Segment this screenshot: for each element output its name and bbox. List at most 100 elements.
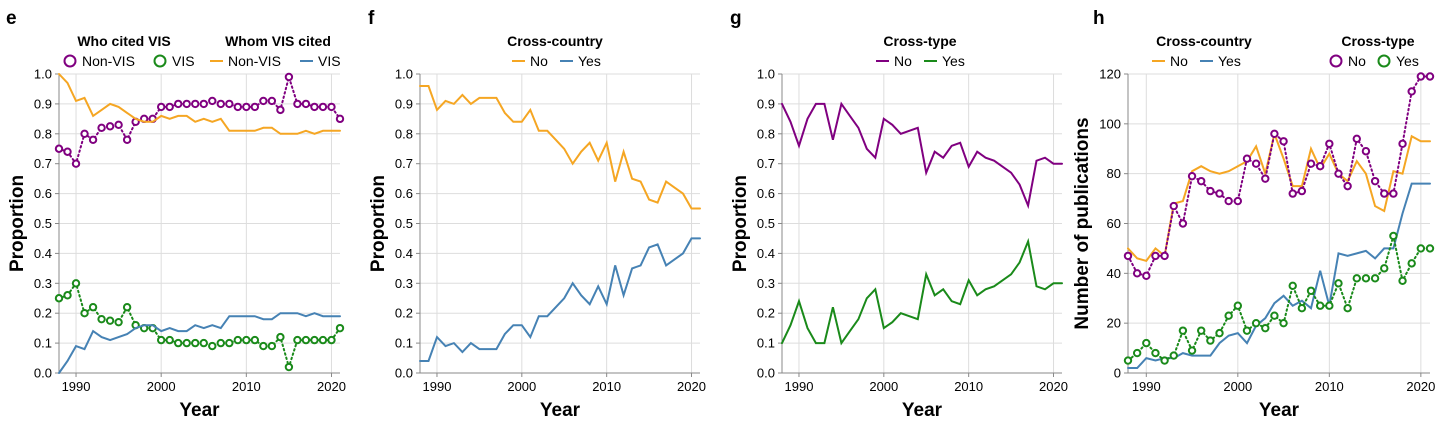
data-point xyxy=(156,335,166,345)
y-tick-label: 80 xyxy=(1107,166,1121,181)
data-point xyxy=(1325,139,1334,148)
data-point xyxy=(276,332,285,342)
y-tick-label: 0.6 xyxy=(757,186,775,201)
data-point xyxy=(63,147,72,156)
data-point xyxy=(1142,338,1151,348)
data-point xyxy=(1169,351,1178,360)
data-point xyxy=(1270,311,1279,320)
data-point xyxy=(1178,219,1188,228)
legend-label: No xyxy=(530,53,548,69)
panel-letter: e xyxy=(6,8,17,29)
series-line xyxy=(58,281,341,371)
legend-label: VIS xyxy=(318,53,341,69)
data-point xyxy=(1352,274,1361,283)
series-line xyxy=(419,85,701,210)
data-point xyxy=(276,105,285,115)
y-tick-label: 0.9 xyxy=(395,96,413,111)
data-point xyxy=(208,96,217,106)
y-tick-label: 0.1 xyxy=(34,336,52,351)
legend-label: VIS xyxy=(172,53,195,69)
y-tick-label: 20 xyxy=(1107,316,1121,331)
x-tick-label: 2000 xyxy=(869,379,898,394)
series-yes xyxy=(781,237,1063,346)
y-tick-label: 100 xyxy=(1099,116,1121,131)
data-point xyxy=(1370,274,1380,283)
data-point xyxy=(191,338,200,348)
series-yes xyxy=(419,237,701,362)
panel-f: f 0.0 0.1 0.2 0.3 0.4 0.5 0.6 0.7 0.8 0.9 1.0 1990 20… xyxy=(368,8,706,421)
data-point xyxy=(1261,174,1270,183)
data-point xyxy=(1242,326,1252,335)
data-point xyxy=(1187,346,1197,355)
data-point xyxy=(1251,318,1261,328)
data-point xyxy=(199,338,208,348)
data-point xyxy=(1123,356,1133,365)
x-tick-label: 2010 xyxy=(954,379,983,394)
series-line xyxy=(419,237,701,362)
y-tick-label: 1.0 xyxy=(34,67,52,82)
legend: Cross-type No Yes xyxy=(876,33,965,69)
y-tick-label: 0.5 xyxy=(34,216,52,231)
data-point xyxy=(1132,269,1142,278)
legend: Who cited VIS Non-VIS VIS Whom VIS cited Non… xyxy=(63,33,341,69)
data-point xyxy=(1224,311,1233,320)
data-point xyxy=(1370,176,1380,186)
y-tick-label: 0.8 xyxy=(34,126,52,141)
y-tick-label: 0.4 xyxy=(757,246,775,261)
data-point xyxy=(1288,189,1297,198)
x-axis-title: Year xyxy=(540,400,581,421)
data-point xyxy=(1425,244,1435,253)
x-tick-label: 2000 xyxy=(1223,379,1252,394)
data-point xyxy=(335,114,345,124)
y-tick-label: 60 xyxy=(1107,216,1121,231)
series-cross-country-yes xyxy=(1127,182,1431,369)
series-line xyxy=(1127,235,1431,362)
data-point xyxy=(1123,251,1133,261)
panel-e: e 0.0 0.1 0.2 0.3 0.4 0.5 0.6 0.7 0.8 0.9 1.0 1990 20… xyxy=(6,8,346,421)
data-point xyxy=(284,362,294,372)
data-point xyxy=(1160,356,1169,365)
data-point xyxy=(1187,171,1197,181)
data-point xyxy=(267,341,277,351)
data-point xyxy=(301,99,311,109)
y-tick-label: 0.0 xyxy=(757,366,775,381)
data-point xyxy=(122,303,132,312)
data-point xyxy=(1315,161,1325,171)
series-line xyxy=(1127,75,1431,277)
data-point xyxy=(1261,323,1270,333)
data-point xyxy=(1425,72,1435,81)
data-point xyxy=(1233,196,1243,206)
data-point xyxy=(1361,147,1371,156)
x-tick-label: 1990 xyxy=(62,379,91,394)
data-point xyxy=(233,335,243,345)
series-who-cited-vis-vis xyxy=(54,279,345,372)
y-tick-label: 0.0 xyxy=(395,366,413,381)
x-tick-label: 2010 xyxy=(592,379,621,394)
data-point xyxy=(1306,159,1316,168)
legend-label: No xyxy=(894,53,912,69)
legend-label: No xyxy=(1170,53,1188,69)
data-point xyxy=(1279,318,1288,328)
data-point xyxy=(1151,251,1160,261)
data-point xyxy=(1352,134,1361,143)
data-point xyxy=(97,314,106,324)
data-point xyxy=(165,102,174,112)
series-line xyxy=(58,73,341,166)
data-point xyxy=(1178,326,1188,335)
data-point xyxy=(1361,274,1371,283)
data-point xyxy=(225,338,234,348)
legend-label: Yes xyxy=(1396,53,1419,69)
data-point xyxy=(259,341,268,351)
data-point xyxy=(318,102,328,112)
data-point xyxy=(88,303,98,312)
data-point xyxy=(318,335,328,345)
panel-g: g 0.0 0.1 0.2 0.3 0.4 0.5 0.6 0.7 0.8 0.9 1.0 1990 20… xyxy=(730,8,1068,421)
data-point xyxy=(267,96,277,106)
data-point xyxy=(191,99,200,109)
y-tick-label: 0.0 xyxy=(34,366,52,381)
data-point xyxy=(216,99,225,109)
data-point xyxy=(1334,169,1343,178)
data-point xyxy=(1169,201,1178,211)
y-axis-title: Proportion xyxy=(730,175,751,272)
